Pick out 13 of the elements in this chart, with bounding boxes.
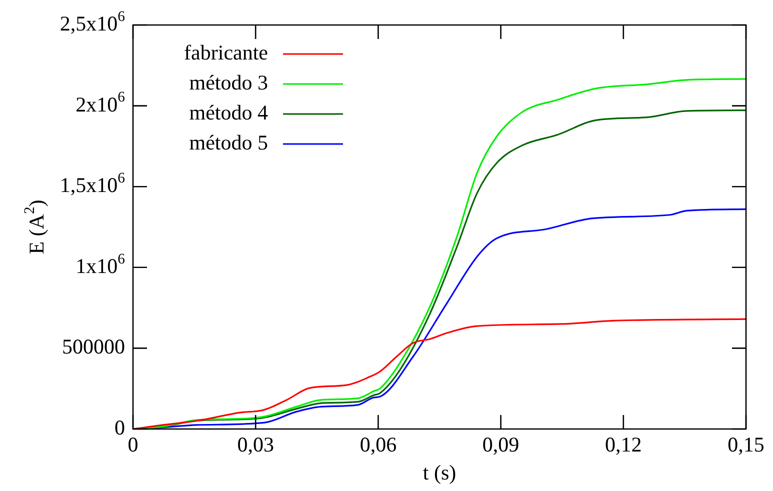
legend-label: fabricante: [184, 40, 268, 65]
x-tick-label: 0,03: [237, 432, 274, 457]
legend-label: método 4: [189, 100, 268, 125]
x-tick-label: 0,15: [728, 432, 764, 457]
x-tick-label: 0,09: [482, 432, 520, 457]
x-tick-label: 0,06: [360, 432, 397, 457]
legend-label: método 5: [189, 130, 268, 155]
x-axis-title: t (s): [422, 460, 456, 485]
x-tick-label: 0,12: [605, 432, 642, 457]
legend-label: método 3: [189, 70, 268, 95]
y-tick-label: 500000: [62, 334, 125, 359]
y-axis-title: E (A2): [22, 200, 49, 254]
y-tick-label: 0: [114, 416, 125, 440]
